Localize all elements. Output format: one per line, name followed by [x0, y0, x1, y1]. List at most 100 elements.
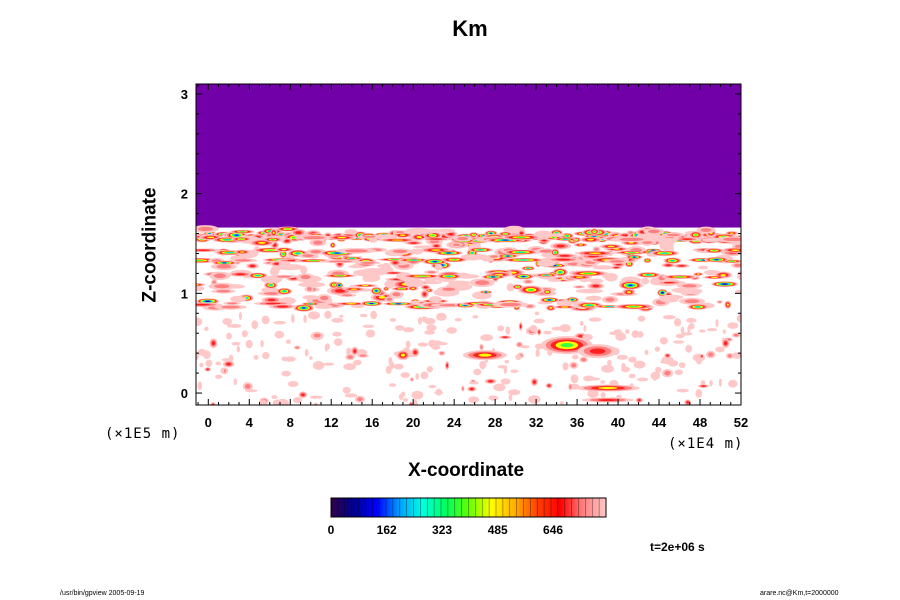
- field-feature: [437, 342, 448, 346]
- field-feature: [715, 319, 719, 328]
- contour-level: [446, 363, 448, 368]
- field-feature: [659, 297, 679, 303]
- field-feature: [196, 285, 205, 292]
- contour-level: [516, 236, 527, 239]
- contour-level: [681, 332, 693, 336]
- field-feature: [481, 274, 506, 279]
- contour-level: [205, 300, 210, 302]
- field-feature: [370, 310, 378, 320]
- field-feature: [673, 340, 685, 344]
- boundary-gap: [196, 227, 741, 233]
- field-feature: [215, 361, 222, 366]
- contour-level: [717, 301, 722, 303]
- field-feature: [727, 322, 739, 329]
- field-feature: [261, 315, 270, 325]
- contour-level: [622, 234, 629, 237]
- contour-level: [700, 228, 712, 232]
- contour-level: [271, 395, 278, 400]
- contour-level: [735, 289, 741, 294]
- contour-level: [392, 261, 398, 265]
- field-feature: [310, 331, 324, 339]
- contour-level: [384, 280, 396, 289]
- field-feature: [211, 260, 237, 265]
- contour-level: [648, 229, 660, 234]
- contour-level: [386, 297, 393, 301]
- field-feature: [703, 248, 725, 254]
- field-feature: [324, 310, 332, 319]
- contour-level: [654, 346, 661, 352]
- field-feature: [196, 282, 206, 287]
- field-feature: [450, 242, 463, 248]
- field-feature: [270, 274, 298, 279]
- field-feature: [293, 304, 315, 312]
- field-feature: [228, 258, 258, 263]
- field-feature: [551, 326, 563, 331]
- y-tick-label: 1: [181, 286, 188, 301]
- field-feature: [706, 328, 718, 332]
- x-tick-label: 52: [734, 415, 748, 430]
- contour-level: [546, 291, 549, 293]
- field-feature: [339, 314, 344, 318]
- contour-level: [588, 317, 602, 322]
- field-feature: [359, 313, 368, 318]
- contour-level: [579, 320, 584, 326]
- contour-level: [515, 354, 522, 361]
- field-feature: [268, 304, 297, 309]
- contour-level: [547, 278, 562, 282]
- field-feature: [510, 369, 519, 374]
- contour-level: [298, 281, 326, 288]
- field-feature: [655, 366, 662, 374]
- field-feature: [592, 246, 601, 253]
- contour-level: [680, 326, 685, 334]
- field-feature: [251, 320, 259, 330]
- contour-level: [477, 249, 484, 251]
- contour-level: [637, 377, 649, 382]
- field-feature: [335, 282, 344, 289]
- contour-level: [412, 399, 418, 405]
- x-axis-label: X-coordinate: [408, 460, 525, 481]
- contour-level: [701, 385, 706, 387]
- contour-level: [543, 330, 552, 335]
- contour-level: [359, 313, 368, 318]
- contour-level: [696, 273, 700, 275]
- field-feature: [515, 354, 522, 361]
- contour-level: [226, 252, 233, 254]
- contour-level: [426, 366, 434, 373]
- contour-level: [257, 241, 266, 244]
- contour-level: [339, 314, 344, 318]
- field-feature: [613, 250, 651, 255]
- contour-level: [221, 305, 240, 309]
- field-feature: [428, 296, 442, 303]
- contour-level: [389, 318, 397, 322]
- field-feature: [428, 384, 437, 389]
- contour-level: [216, 264, 232, 269]
- contour-level: [707, 352, 714, 357]
- contour-level: [347, 355, 353, 359]
- field-feature: [661, 368, 674, 378]
- contour-level: [504, 359, 510, 364]
- field-feature: [659, 337, 668, 345]
- field-feature: [440, 257, 468, 263]
- contour-level: [274, 330, 285, 339]
- contour-level: [360, 267, 388, 276]
- field-feature: [344, 393, 358, 398]
- field-feature: [196, 248, 221, 253]
- contour-level: [625, 329, 630, 334]
- contour-level: [196, 317, 203, 327]
- contour-level: [337, 236, 347, 239]
- field-feature: [343, 363, 357, 371]
- field-feature: [654, 346, 661, 352]
- field-feature: [517, 285, 544, 295]
- field-feature: [731, 332, 741, 338]
- contour-level: [234, 234, 239, 236]
- contour-level: [659, 337, 668, 345]
- field-feature: [675, 333, 685, 339]
- field-feature: [422, 316, 429, 323]
- contour-level: [489, 232, 493, 234]
- field-feature: [534, 311, 540, 316]
- field-feature: [204, 326, 209, 331]
- contour-level: [271, 265, 281, 272]
- field-feature: [550, 248, 560, 257]
- contour-level: [471, 252, 474, 254]
- contour-level: [601, 364, 615, 373]
